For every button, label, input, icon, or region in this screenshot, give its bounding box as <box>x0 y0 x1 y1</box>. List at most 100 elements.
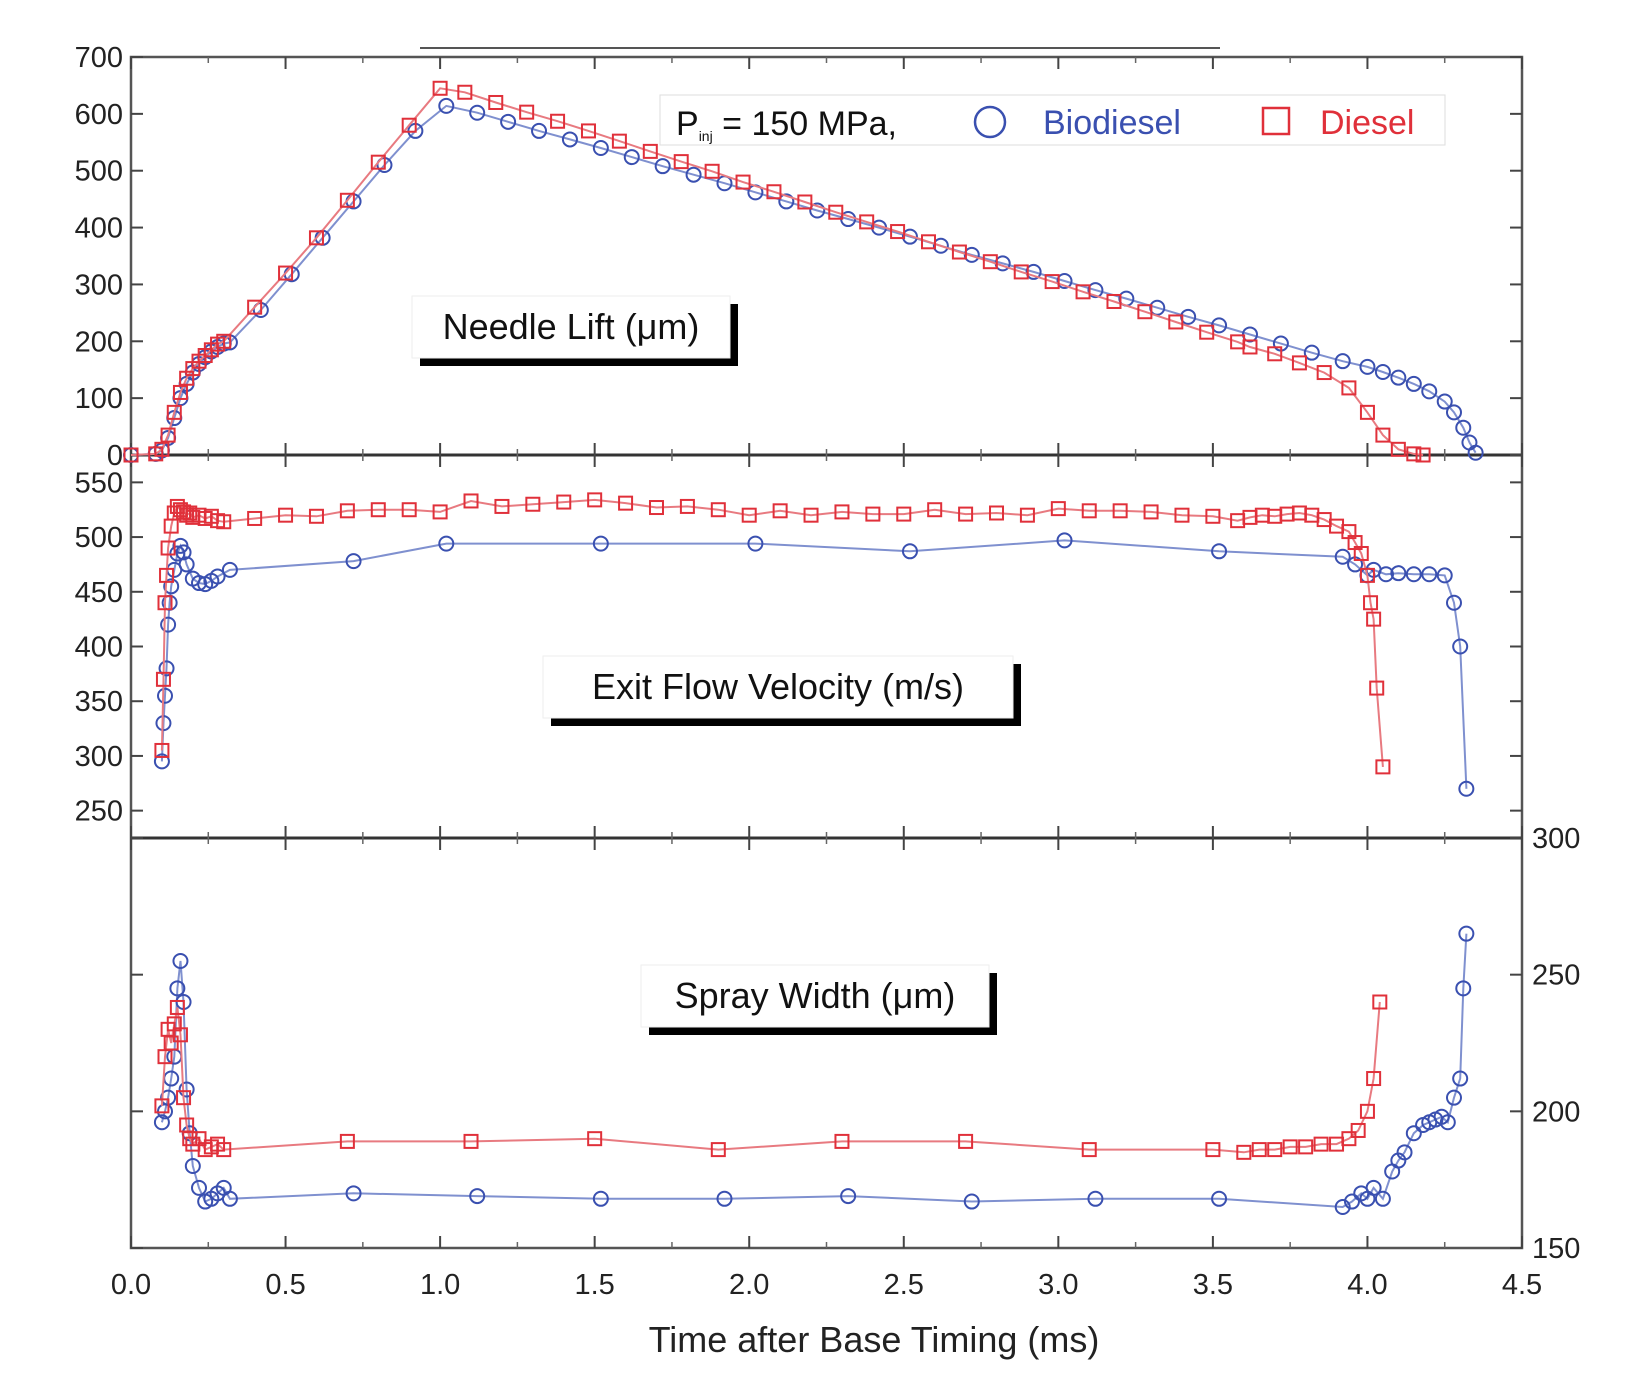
data-point <box>172 384 188 400</box>
data-point <box>1372 994 1388 1010</box>
data-point <box>1205 508 1221 524</box>
data-point <box>178 556 195 573</box>
data-point <box>1390 441 1406 457</box>
data-point <box>1405 1125 1422 1142</box>
data-point <box>1415 447 1431 463</box>
y-tick-label: 200 <box>75 326 123 358</box>
data-point <box>587 492 603 508</box>
data-point <box>1291 355 1307 371</box>
y-tick-label: 300 <box>1532 823 1580 855</box>
y-tick-label: 100 <box>75 383 123 415</box>
label-box <box>542 655 1014 719</box>
data-point <box>469 104 486 121</box>
data-point <box>1467 444 1484 461</box>
data-point <box>308 508 324 524</box>
data-point <box>766 184 782 200</box>
panel-label-text: Exit Flow Velocity (m/s) <box>592 666 964 707</box>
data-point <box>308 230 324 246</box>
y-tick-label: 500 <box>75 156 123 188</box>
data-point <box>500 113 517 130</box>
data-point <box>1205 1142 1221 1158</box>
data-point <box>1013 264 1029 280</box>
data-point <box>561 131 578 148</box>
data-point <box>828 204 844 220</box>
data-point <box>247 299 263 315</box>
data-point <box>216 333 232 349</box>
x-tick-label: 1.5 <box>575 1269 615 1301</box>
x-tick-label: 2.5 <box>884 1269 924 1301</box>
x-tick-labels: 0.0 0.5 1.0 1.5 2.0 2.5 3.0 3.5 4.0 4.5 <box>111 1269 1542 1301</box>
y-tick-label: 500 <box>75 522 123 554</box>
data-point <box>438 535 455 552</box>
plot-frame <box>129 55 1524 1250</box>
data-point <box>896 506 912 522</box>
data-point <box>550 113 566 129</box>
data-point <box>834 504 850 520</box>
data-point <box>191 575 208 592</box>
data-point <box>401 117 417 133</box>
data-point <box>182 1131 198 1147</box>
series-width-diesel <box>154 994 1388 1160</box>
data-point <box>160 616 177 633</box>
x-tick-label: 1.0 <box>420 1269 460 1301</box>
data-point <box>519 104 535 120</box>
y-tick-labels: 0 100 200 300 400 500 600 700 250 300 350 400 450 500… <box>75 42 1581 1265</box>
legend-circle-marker <box>973 105 1007 139</box>
data-point <box>278 265 294 281</box>
data-point <box>1313 1136 1329 1152</box>
data-point <box>618 495 634 511</box>
data-point <box>339 1133 355 1149</box>
data-point <box>216 1142 232 1158</box>
data-point <box>1353 545 1369 561</box>
data-point <box>1025 263 1042 280</box>
y-tick-label: 400 <box>75 632 123 664</box>
data-point <box>153 753 170 770</box>
data-point <box>370 154 386 170</box>
data-point <box>154 441 170 457</box>
y-tick-label: 300 <box>75 741 123 773</box>
data-point <box>488 94 504 110</box>
data-point <box>158 660 175 677</box>
data-point <box>221 1190 238 1207</box>
data-point <box>154 1098 170 1114</box>
data-point <box>592 535 609 552</box>
data-point <box>169 999 185 1015</box>
data-point <box>1366 1071 1382 1087</box>
data-point <box>890 224 906 240</box>
data-point <box>1406 446 1422 462</box>
data-point <box>1236 1144 1252 1160</box>
data-point <box>1452 1070 1469 1087</box>
data-point <box>587 1131 603 1147</box>
data-point <box>1405 566 1422 583</box>
y-tick-label: 450 <box>75 577 123 609</box>
y-tick-label: 250 <box>75 796 123 828</box>
data-point <box>531 122 548 139</box>
data-point <box>1242 339 1258 355</box>
data-point <box>1390 369 1407 386</box>
series-layer <box>123 80 1484 1215</box>
data-point <box>735 174 751 190</box>
panel-label-text: Spray Width (μm) <box>675 975 956 1016</box>
data-point <box>339 503 355 519</box>
data-point <box>1390 565 1407 582</box>
data-point <box>921 234 937 250</box>
legend-biodiesel-label: Biodiesel <box>1043 104 1181 142</box>
data-point <box>592 139 609 156</box>
data-point <box>1251 1142 1267 1158</box>
data-point <box>679 498 695 514</box>
data-point <box>1106 293 1122 309</box>
data-point <box>592 1190 609 1207</box>
series-line <box>160 539 1468 789</box>
data-point <box>178 1081 195 1098</box>
data-point <box>160 427 176 443</box>
panel-labels: Needle Lift (μm) Exit Flow Velocity (m/s)… <box>411 295 1021 1035</box>
data-point <box>1374 363 1391 380</box>
y-tick-label: 150 <box>1532 1233 1580 1265</box>
data-point <box>556 494 572 510</box>
panel-label-needle: Needle Lift (μm) <box>411 295 738 366</box>
data-point <box>438 97 455 114</box>
data-point <box>1112 503 1128 519</box>
data-point <box>494 498 510 514</box>
y-tick-label: 600 <box>75 99 123 131</box>
